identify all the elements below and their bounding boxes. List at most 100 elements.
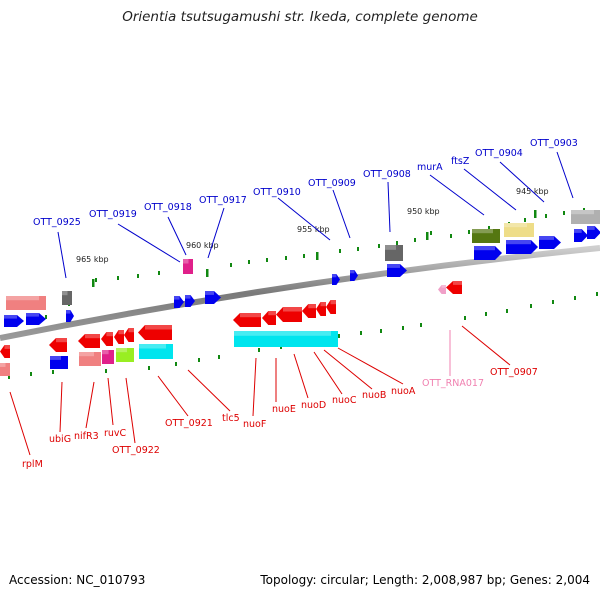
gene-arrow-shine bbox=[332, 274, 337, 278]
gene-label-nuoa[interactable]: nuoA bbox=[391, 386, 416, 397]
gene-label-nuof[interactable]: nuoF bbox=[243, 419, 266, 430]
tick-dot bbox=[574, 296, 576, 300]
gene-box-shine bbox=[571, 210, 594, 215]
leader-line bbox=[323, 349, 373, 390]
tick-dot bbox=[464, 316, 466, 320]
gene-arrow bbox=[574, 229, 588, 242]
leader-line bbox=[429, 174, 485, 216]
gene-arrow-shine bbox=[330, 300, 336, 305]
gene-arrow-shine bbox=[85, 334, 100, 339]
leader-line bbox=[107, 377, 114, 426]
gene-box-shine bbox=[183, 259, 189, 264]
gene-arrow-shine bbox=[506, 240, 531, 245]
gene-arrow bbox=[78, 334, 100, 348]
tick-dot bbox=[198, 358, 200, 362]
leader-line bbox=[313, 351, 343, 395]
tick-dot bbox=[450, 234, 452, 238]
tick-dot bbox=[248, 260, 250, 264]
gene-label-nuoc[interactable]: nuoC bbox=[332, 395, 357, 406]
label-leaders bbox=[9, 151, 574, 456]
tick-dot bbox=[357, 247, 359, 251]
accession-text: Accession: NC_010793 bbox=[9, 573, 146, 587]
gene-label-ott_0925[interactable]: OTT_0925 bbox=[33, 217, 81, 228]
tick-dot bbox=[230, 263, 232, 267]
gene-box bbox=[0, 363, 10, 376]
gene-label-mura[interactable]: murA bbox=[417, 162, 443, 173]
gene-arrow-shine bbox=[106, 332, 113, 337]
gene-label-nuoe[interactable]: nuoE bbox=[272, 404, 296, 415]
tick-dot bbox=[360, 331, 362, 335]
gene-arrow bbox=[316, 302, 326, 316]
gene-labels: OTT_0925 OTT_0919 OTT_0918 OTT_0917 OTT_0910… bbox=[22, 138, 578, 470]
tick-dot bbox=[468, 230, 470, 234]
gene-box-shine bbox=[116, 348, 127, 353]
gene-arrow bbox=[474, 246, 502, 260]
gene-box bbox=[102, 350, 114, 364]
gene-features bbox=[0, 210, 600, 376]
gene-label-ott_0908[interactable]: OTT_0908 bbox=[363, 169, 411, 180]
gene-label-ubig[interactable]: ubiG bbox=[49, 434, 71, 445]
genome-summary-text: Topology: circular; Length: 2,008,987 bp… bbox=[260, 573, 590, 587]
gene-box-shine bbox=[139, 344, 166, 349]
gene-arrow-shine bbox=[185, 295, 191, 299]
gene-arrow-shine bbox=[308, 304, 316, 309]
leader-line bbox=[59, 381, 63, 433]
gene-box-shine bbox=[102, 350, 109, 355]
gene-box bbox=[79, 352, 101, 366]
gene-label-ott_0903[interactable]: OTT_0903 bbox=[530, 138, 578, 149]
gene-arrow bbox=[587, 226, 600, 239]
gene-label-nuod[interactable]: nuoD bbox=[301, 400, 326, 411]
leader-line bbox=[463, 168, 517, 211]
tick-dot bbox=[488, 226, 490, 230]
gene-label-ott_0907[interactable]: OTT_0907 bbox=[490, 367, 538, 378]
tick-dot bbox=[380, 329, 382, 333]
gene-box-shine bbox=[385, 245, 396, 250]
tick-dot bbox=[506, 309, 508, 313]
leader-line bbox=[293, 353, 309, 399]
leader-line bbox=[499, 161, 545, 203]
tick-dot bbox=[552, 300, 554, 304]
gene-arrow bbox=[262, 311, 276, 325]
kbp-tick-mark bbox=[206, 269, 209, 277]
tick-dot bbox=[45, 315, 47, 319]
gene-arrow-shine bbox=[350, 270, 355, 274]
gene-label-tlc5[interactable]: tlc5 bbox=[222, 413, 240, 424]
gene-arrow bbox=[138, 325, 172, 340]
gene-label-ott_0921[interactable]: OTT_0921 bbox=[165, 418, 213, 429]
gene-arrow-shine bbox=[118, 330, 124, 335]
tick-dot bbox=[8, 375, 10, 379]
gene-box-shine bbox=[79, 352, 94, 357]
gene-label-ott_0917[interactable]: OTT_0917 bbox=[199, 195, 247, 206]
gene-label-ott_0919[interactable]: OTT_0919 bbox=[89, 209, 137, 220]
gene-label-ott_0909[interactable]: OTT_0909 bbox=[308, 178, 356, 189]
gene-label-ruvc[interactable]: ruvC bbox=[104, 428, 127, 439]
leader-line bbox=[277, 197, 331, 241]
gene-label-rplm[interactable]: rplM bbox=[22, 459, 43, 470]
gene-arrow bbox=[326, 300, 336, 314]
tick-dot bbox=[258, 348, 260, 352]
gene-label-ott_0922[interactable]: OTT_0922 bbox=[112, 445, 160, 456]
gene-arrow-shine bbox=[4, 315, 17, 319]
tick-dot bbox=[175, 362, 177, 366]
gene-box-shine bbox=[50, 356, 61, 360]
gene-box-shine bbox=[62, 291, 68, 296]
gene-label-ott_0918[interactable]: OTT_0918 bbox=[144, 202, 192, 213]
gene-label-ott_rna017[interactable]: OTT_RNA017 bbox=[422, 378, 484, 389]
tick-dot bbox=[30, 372, 32, 376]
gene-label-ftsz[interactable]: ftsZ bbox=[451, 156, 470, 167]
kbp-tick-label: 960 kbp bbox=[186, 241, 219, 250]
gene-box bbox=[183, 259, 193, 274]
gene-arrow-shine bbox=[574, 229, 582, 233]
gene-label-nuob[interactable]: nuoB bbox=[362, 390, 386, 401]
tick-dot bbox=[420, 323, 422, 327]
gene-arrow bbox=[387, 264, 407, 277]
map-title: Orientia tsutsugamushi str. Ikeda, compl… bbox=[122, 9, 478, 25]
gene-arrow bbox=[506, 240, 538, 254]
gene-label-ott_0910[interactable]: OTT_0910 bbox=[253, 187, 301, 198]
leader-line bbox=[125, 377, 136, 444]
gene-box-shine bbox=[6, 296, 39, 301]
leader-line bbox=[9, 391, 31, 456]
gene-label-nifr3[interactable]: nifR3 bbox=[74, 431, 99, 442]
gene-label-ott_0904[interactable]: OTT_0904 bbox=[475, 148, 523, 159]
